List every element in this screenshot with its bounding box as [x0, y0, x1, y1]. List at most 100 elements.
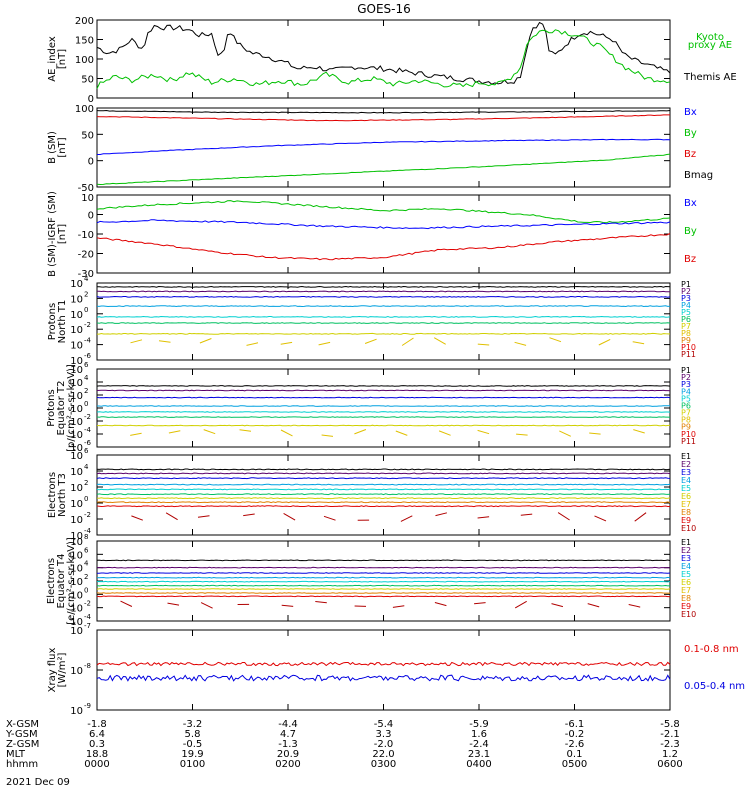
- time-axis-cell: -5.4: [374, 719, 394, 730]
- legend-entry: By: [684, 128, 697, 139]
- legend-entry: P2: [681, 287, 691, 296]
- y-tick-label: 10: [70, 537, 83, 548]
- series-line-e10: [131, 512, 647, 522]
- y-tick-exponent: -9: [84, 702, 91, 710]
- time-axis-cell: 22.0: [372, 749, 394, 760]
- y-tick-label: 10: [70, 391, 83, 402]
- y-tick-label: 10: [70, 706, 83, 717]
- legend-entry: E7: [681, 500, 691, 509]
- y-tick-exponent: 2: [84, 387, 88, 395]
- y-tick-label: 10: [70, 325, 83, 336]
- y-tick-label: 150: [75, 36, 94, 47]
- plot-title: GOES-16: [357, 2, 411, 16]
- y-tick-exponent: 0: [84, 400, 88, 408]
- y-tick-label: 200: [75, 16, 94, 27]
- y-axis-label: [nT]: [57, 224, 68, 244]
- time-axis-cell: -5.8: [660, 719, 680, 730]
- time-axis-row-label: X-GSM: [6, 719, 39, 730]
- y-axis-label: [W/m²]: [57, 652, 68, 687]
- legend-entry: E4: [681, 562, 691, 571]
- y-tick-label: 10: [70, 515, 83, 526]
- legend-entry: P3: [681, 294, 691, 303]
- time-axis-cell: 1.2: [662, 749, 678, 760]
- legend-entry: Kyoto: [696, 32, 724, 43]
- time-axis-cell: 3.3: [376, 729, 392, 740]
- time-axis-cell: -0.5: [183, 739, 203, 750]
- time-axis-cell: 0500: [562, 759, 587, 770]
- time-axis-row-label: Y-GSM: [5, 729, 38, 740]
- series-line-p2: [96, 389, 671, 392]
- legend-entry: E6: [681, 492, 691, 501]
- y-tick-label: -30: [78, 269, 94, 280]
- y-tick-label: 10: [70, 341, 83, 352]
- time-axis-cell: -0.2: [565, 729, 585, 740]
- series-line-e2: [96, 566, 671, 569]
- legend-entry: P7: [681, 409, 691, 418]
- y-axis-label: B (SM): [47, 131, 58, 164]
- panel-frame: [96, 540, 671, 622]
- legend-entry: E3: [681, 468, 691, 477]
- y-tick-label: 10: [70, 531, 83, 542]
- y-axis-label: Protons: [47, 303, 58, 340]
- y-tick-exponent: -4: [84, 527, 92, 535]
- y-axis-label: AE_index: [47, 36, 58, 82]
- legend-entry: Bx: [684, 107, 697, 118]
- series-line-kyoto-proxy-ae: [96, 29, 671, 89]
- time-axis-cell: -4.4: [278, 719, 298, 730]
- time-axis-cell: 0300: [371, 759, 396, 770]
- y-tick-label: 10: [70, 365, 83, 376]
- series-line-bz: [96, 114, 670, 122]
- y-tick-label: 50: [81, 130, 94, 141]
- legend-entry: E8: [681, 594, 691, 603]
- y-tick-label: 10: [70, 626, 83, 637]
- y-tick-label: 10: [70, 451, 83, 462]
- series-line-p5: [96, 315, 671, 318]
- y-tick-label: 10: [70, 666, 83, 677]
- series-line-e5: [96, 488, 671, 491]
- series-line-bmag: [96, 109, 671, 114]
- y-tick-label: -50: [78, 183, 94, 194]
- y-tick-label: 0: [88, 211, 94, 222]
- legend-entry: P4: [681, 387, 691, 396]
- y-tick-label: 10: [70, 279, 83, 290]
- legend-entry: proxy AE: [688, 40, 732, 51]
- panel-frame: [96, 194, 671, 274]
- legend-entry: P8: [681, 416, 691, 425]
- y-tick-exponent: 6: [84, 546, 89, 554]
- time-axis-cell: 0000: [84, 759, 109, 770]
- date-label: 2021 Dec 09: [6, 777, 70, 788]
- y-tick-exponent: 0: [84, 306, 88, 314]
- y-tick-exponent: -4: [84, 613, 92, 621]
- y-tick-exponent: -6: [84, 352, 92, 360]
- series-line-p7: [96, 424, 671, 427]
- y-axis-label: Electrons: [47, 472, 58, 518]
- time-axis-row-label: MLT: [6, 749, 26, 760]
- series-line-0-05-0-4-nm: [96, 674, 671, 682]
- time-axis-cell: -6.1: [565, 719, 585, 730]
- y-tick-exponent: -8: [84, 662, 91, 670]
- legend-entry: P2: [681, 373, 691, 382]
- legend-entry: E9: [681, 602, 691, 611]
- y-axis-label: North T1: [57, 300, 68, 344]
- y-tick-exponent: -2: [84, 413, 91, 421]
- y-tick-label: 10: [70, 483, 83, 494]
- time-axis-cell: -2.6: [565, 739, 585, 750]
- series-line-e1: [96, 559, 671, 562]
- panel-bigrf: -30 -20 -10 0 10 B (SM)-IGRF (SM) [nT] Bx By Bz: [47, 191, 697, 280]
- legend-entry: E7: [681, 586, 691, 595]
- y-tick-label: 0: [88, 94, 94, 105]
- series-line-e9: [96, 595, 670, 598]
- y-tick-exponent: 8: [84, 533, 88, 541]
- y-tick-label: 10: [70, 404, 83, 415]
- y-tick-exponent: 4: [84, 275, 89, 283]
- y-tick-exponent: 2: [84, 573, 88, 581]
- legend-entry: P9: [681, 423, 691, 432]
- y-axis-label: Equator T2: [56, 381, 67, 436]
- time-axis-cell: -2.1: [660, 729, 680, 740]
- y-tick-label: 100: [75, 55, 94, 66]
